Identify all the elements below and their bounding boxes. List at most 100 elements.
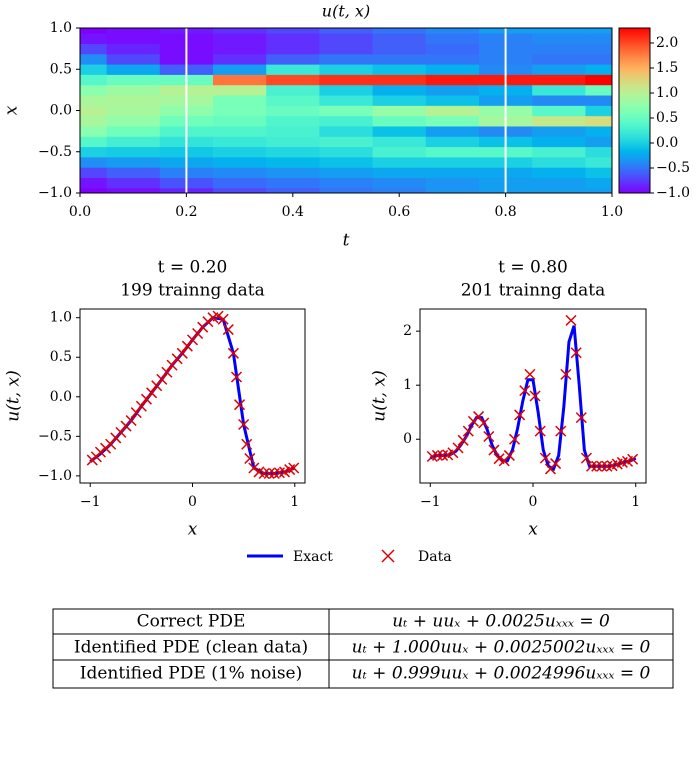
heat-cell xyxy=(213,64,267,75)
heat-cell xyxy=(585,115,613,127)
x-tick-label: 1 xyxy=(290,494,299,510)
heat-cell xyxy=(80,187,108,194)
y-axis-label: u(t, x) xyxy=(4,370,24,421)
heat-cell xyxy=(425,156,480,168)
heat-cell xyxy=(80,95,108,106)
heat-cell xyxy=(372,187,427,194)
colorbar-tick-label: −1.0 xyxy=(656,185,690,201)
heat-cell xyxy=(532,43,586,55)
heat-cell xyxy=(80,64,108,75)
heat-cell xyxy=(266,105,320,117)
y-tick-label: 1.0 xyxy=(50,310,72,326)
heat-cell xyxy=(319,53,374,65)
data-marker xyxy=(560,368,572,380)
heat-cell xyxy=(266,84,320,96)
heat-cell xyxy=(372,74,427,86)
heat-cell xyxy=(80,146,108,158)
heat-cell xyxy=(532,125,586,137)
x-tick-label: 0.4 xyxy=(282,204,304,220)
data-marker xyxy=(478,417,490,429)
heat-cell xyxy=(266,136,320,148)
data-marker xyxy=(550,458,562,470)
heat-cell xyxy=(319,33,374,44)
heat-cell xyxy=(266,187,320,194)
data-marker xyxy=(258,467,270,480)
y-tick-label: 0.0 xyxy=(50,103,72,119)
x-axis-label: x xyxy=(528,520,538,540)
heat-cell xyxy=(425,28,480,34)
data-marker xyxy=(248,462,260,474)
heat-cell xyxy=(106,156,161,168)
data-marker xyxy=(156,373,168,385)
heat-cell xyxy=(585,53,613,65)
heat-cell xyxy=(585,64,613,75)
heat-cell xyxy=(425,177,480,189)
data-marker xyxy=(539,452,551,464)
y-tick-label: 0 xyxy=(403,431,412,447)
heat-cell xyxy=(213,177,267,189)
heat-cell xyxy=(266,43,320,55)
x-tick-label: 0.2 xyxy=(175,204,197,220)
heat-cell xyxy=(425,115,480,127)
data-marker xyxy=(202,316,214,328)
heat-cell xyxy=(80,84,108,96)
heat-cell xyxy=(80,115,108,127)
heat-cell xyxy=(319,167,374,179)
heat-cell xyxy=(585,95,613,106)
heat-cell xyxy=(106,84,161,96)
heat-cell xyxy=(425,43,480,55)
data-marker xyxy=(94,446,106,458)
data-marker xyxy=(586,460,598,472)
heat-cell xyxy=(319,156,374,168)
data-marker xyxy=(519,385,531,397)
heat-cell xyxy=(585,177,613,189)
heat-cell xyxy=(80,53,108,65)
heat-cell xyxy=(319,136,374,148)
chart-subtitle: 199 trainng data xyxy=(120,281,265,301)
data-marker xyxy=(115,426,127,438)
data-marker xyxy=(462,425,474,437)
heat-cell xyxy=(80,33,108,44)
data-marker xyxy=(227,347,239,359)
y-axis-label: x xyxy=(2,105,22,115)
colorbar-tick-label: 0.5 xyxy=(656,110,678,126)
heat-cell xyxy=(319,105,374,117)
data-marker xyxy=(488,444,500,456)
heat-cell xyxy=(319,43,374,55)
colorbar-tick-label: 1.0 xyxy=(656,85,678,101)
table-cell: uₜ + 0.999uuₓ + 0.0024996uₓₓₓ = 0 xyxy=(352,664,651,684)
data-marker xyxy=(241,438,253,450)
colorbar-tick-label: 1.5 xyxy=(656,60,678,76)
data-marker xyxy=(483,430,495,443)
heat-cell xyxy=(266,115,320,127)
heat-cell xyxy=(266,156,320,168)
heat-cell xyxy=(532,146,586,158)
x-tick-label: 0 xyxy=(188,494,197,510)
data-marker xyxy=(580,452,592,464)
heat-cell xyxy=(319,95,374,106)
heat-cell xyxy=(585,167,613,179)
heat-cell xyxy=(372,28,427,34)
heat-cell xyxy=(372,105,427,117)
data-marker xyxy=(212,310,224,322)
y-tick-label: 1 xyxy=(403,377,412,393)
data-marker xyxy=(161,366,173,378)
heat-cell xyxy=(319,64,374,75)
chart-subtitle: 201 trainng data xyxy=(461,281,606,301)
heat-cell xyxy=(106,43,161,55)
data-marker xyxy=(570,347,582,359)
heat-cell xyxy=(319,187,374,194)
heat-cell xyxy=(585,28,613,34)
x-tick-label: 0.0 xyxy=(69,204,91,220)
data-marker xyxy=(192,327,204,340)
data-marker xyxy=(176,347,188,359)
heat-cell xyxy=(266,167,320,179)
data-marker xyxy=(140,393,153,405)
colorbar xyxy=(618,27,651,194)
heat-cell xyxy=(372,125,427,137)
data-marker xyxy=(555,425,567,437)
table: Correct PDE uₜ + uuₓ + 0.0025uₓₓₓ = 0 Id… xyxy=(52,608,674,689)
data-marker xyxy=(627,453,639,465)
data-marker xyxy=(524,368,536,380)
heat-cell xyxy=(213,136,267,148)
